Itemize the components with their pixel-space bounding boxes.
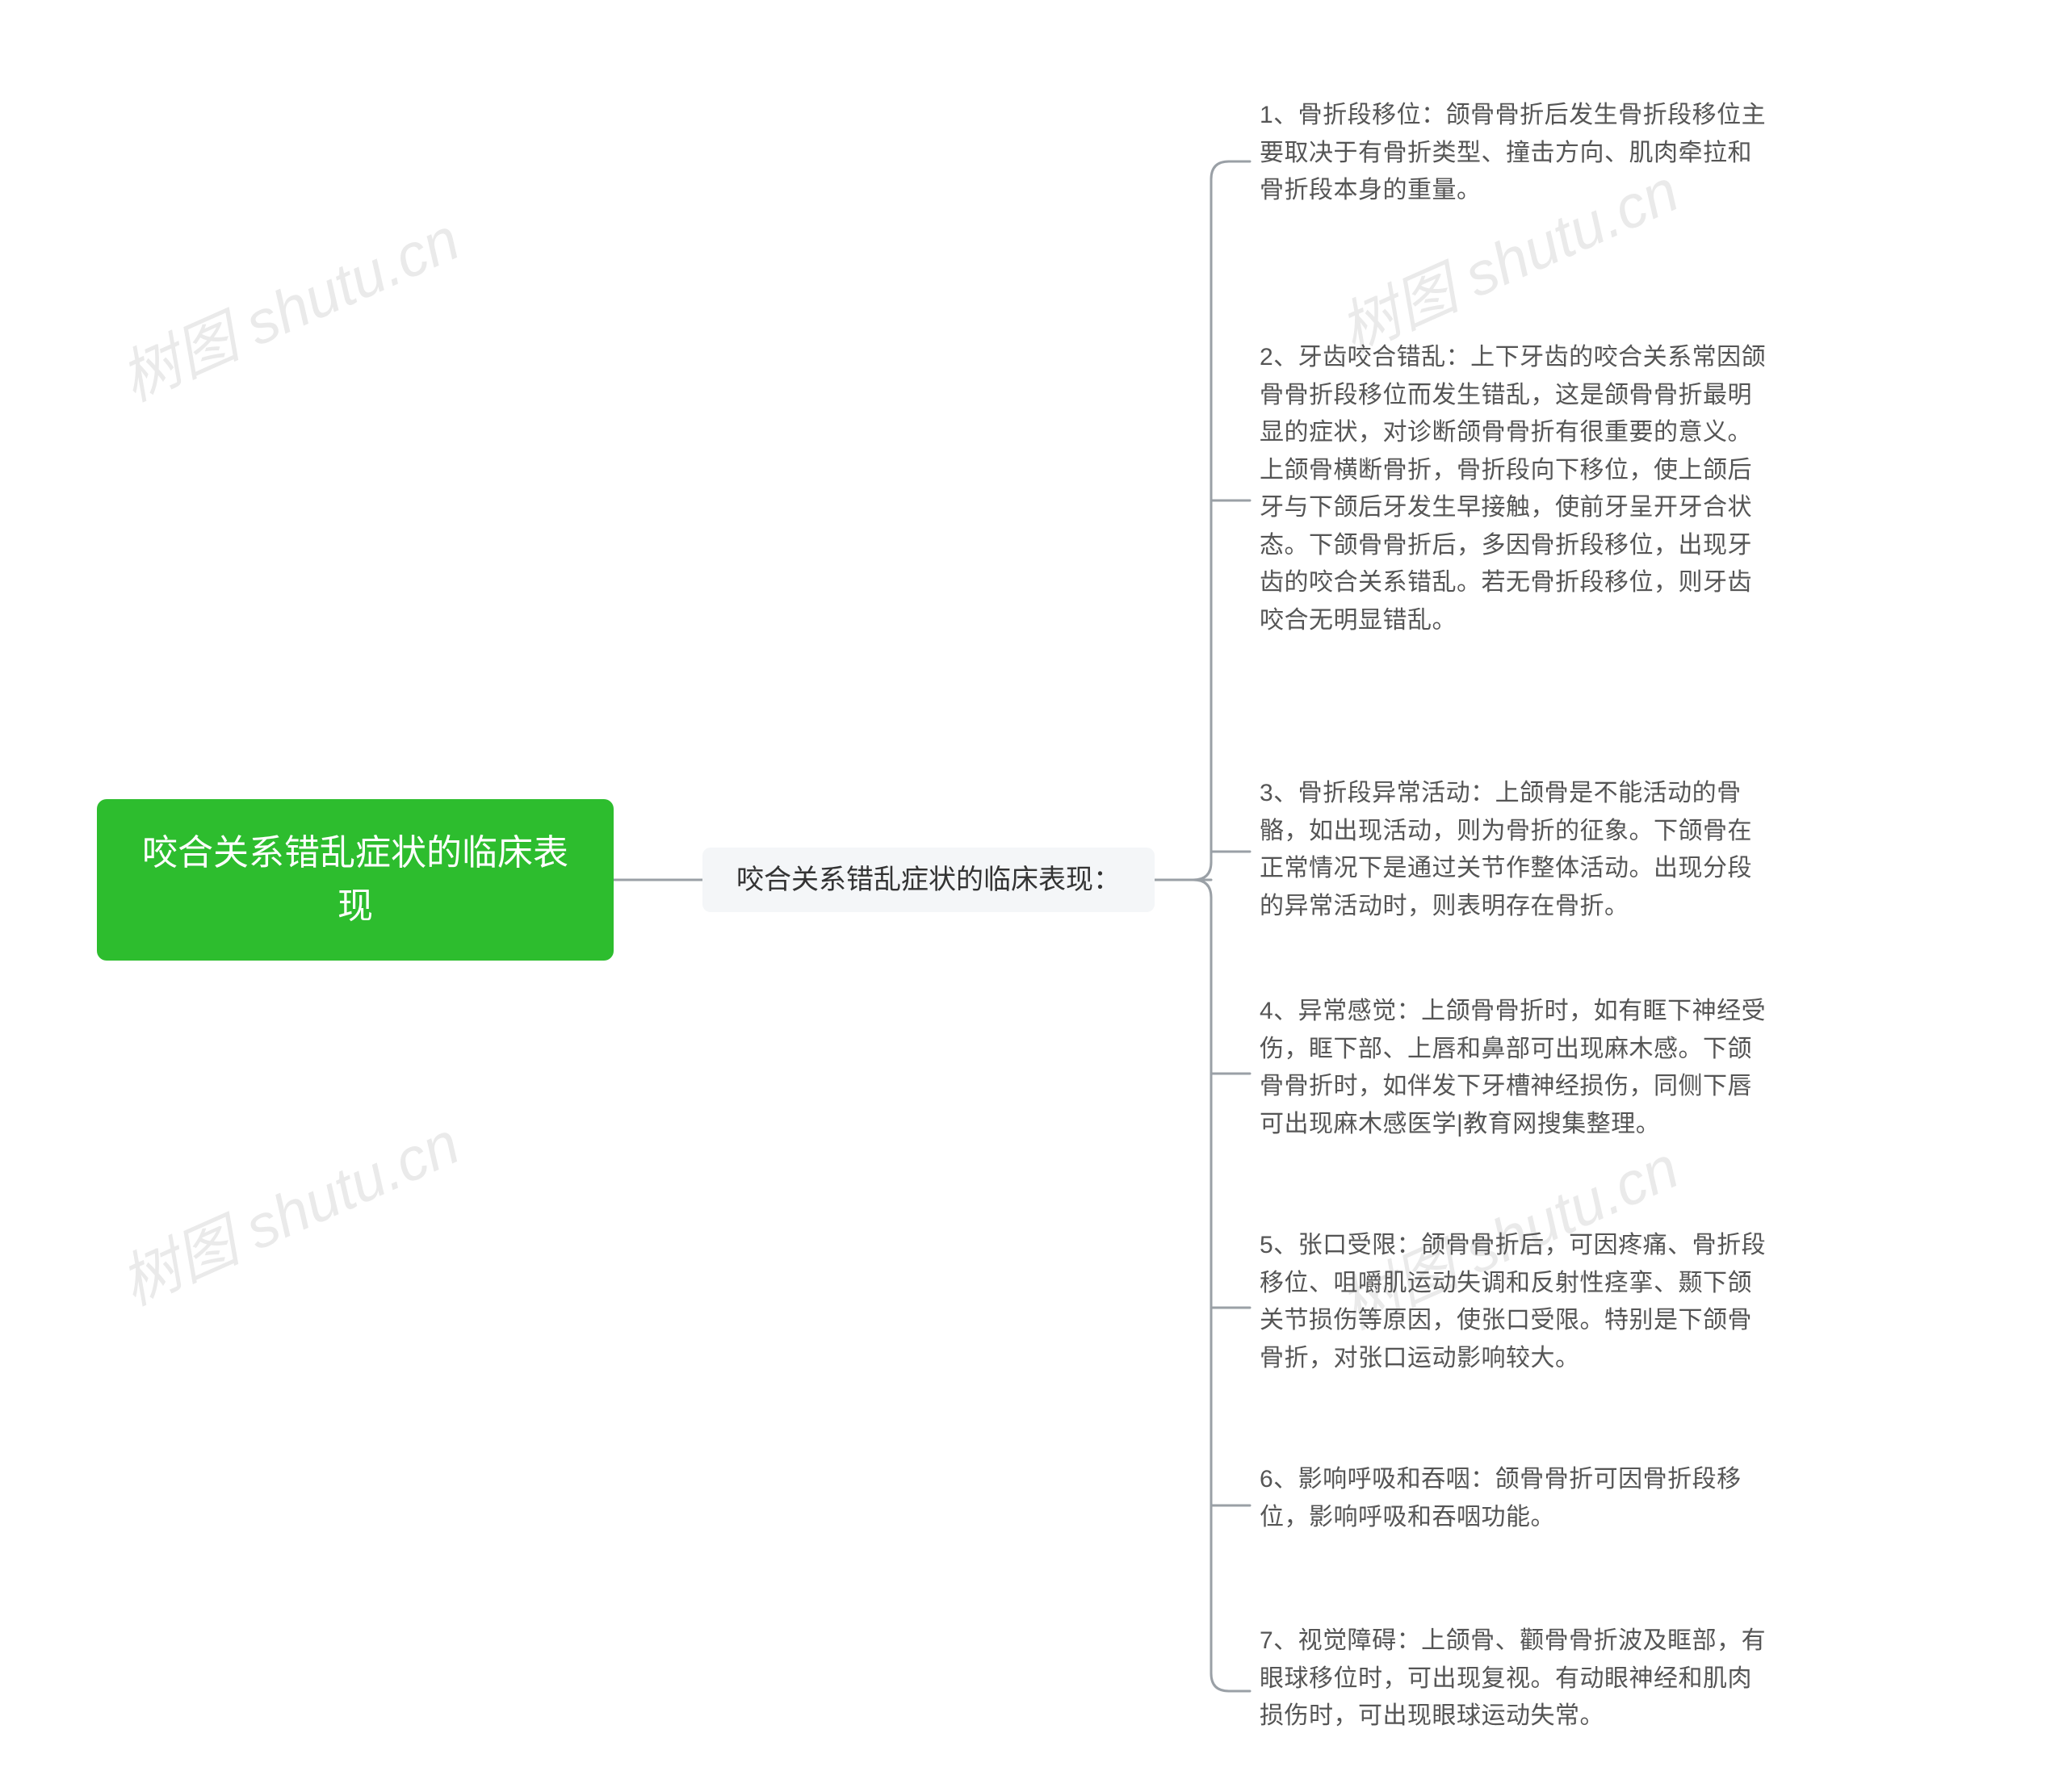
leaf-node-text: 1、骨折段移位：颌骨骨折后发生骨折段移位主要取决于有骨折类型、撞击方向、肌肉牵拉…	[1260, 102, 1766, 203]
leaf-node[interactable]: 3、骨折段异常活动：上颌骨是不能活动的骨骼，如出现活动，则为骨折的征象。下颌骨在…	[1260, 775, 1776, 928]
watermark-text: 树图 shutu.cn	[105, 192, 471, 418]
sub-node[interactable]: 咬合关系错乱症状的临床表现：	[702, 848, 1155, 912]
sub-node-text: 咬合关系错乱症状的临床表现：	[736, 860, 1121, 901]
leaf-node[interactable]: 4、异常感觉：上颌骨骨折时，如有眶下神经受伤，眶下部、上唇和鼻部可出现麻木感。下…	[1260, 993, 1776, 1154]
root-node-text: 咬合关系错乱症状的临床表现	[136, 827, 575, 933]
leaf-node-text: 7、视觉障碍：上颌骨、颧骨骨折波及眶部，有眼球移位时，可出现复视。有动眼神经和肌…	[1260, 1627, 1766, 1729]
leaf-node-text: 3、骨折段异常活动：上颌骨是不能活动的骨骼，如出现活动，则为骨折的征象。下颌骨在…	[1260, 780, 1752, 919]
leaf-node[interactable]: 7、视觉障碍：上颌骨、颧骨骨折波及眶部，有眼球移位时，可出现复视。有动眼神经和肌…	[1260, 1622, 1776, 1760]
mindmap-canvas: 树图 shutu.cn树图 shutu.cn树图 shutu.cn树图 shut…	[0, 0, 2067, 1792]
leaf-node-text: 6、影响呼吸和吞咽：颌骨骨折可因骨折段移位，影响呼吸和吞咽功能。	[1260, 1466, 1742, 1530]
leaf-node[interactable]: 5、张口受限：颌骨骨折后，可因疼痛、骨折段移位、咀嚼肌运动失调和反射性痉挛、颞下…	[1260, 1227, 1776, 1388]
leaf-node[interactable]: 2、牙齿咬合错乱：上下牙齿的咬合关系常因颌骨骨折段移位而发生错乱，这是颌骨骨折最…	[1260, 339, 1776, 662]
leaf-node[interactable]: 6、影响呼吸和吞咽：颌骨骨折可因骨折段移位，影响呼吸和吞咽功能。	[1260, 1461, 1776, 1550]
leaf-node[interactable]: 1、骨折段移位：颌骨骨折后发生骨折段移位主要取决于有骨折类型、撞击方向、肌肉牵拉…	[1260, 97, 1776, 226]
leaf-node-text: 4、异常感觉：上颌骨骨折时，如有眶下神经受伤，眶下部、上唇和鼻部可出现麻木感。下…	[1260, 998, 1766, 1137]
watermark-text: 树图 shutu.cn	[105, 1096, 471, 1322]
root-node[interactable]: 咬合关系错乱症状的临床表现	[97, 799, 614, 961]
leaf-node-text: 5、张口受限：颌骨骨折后，可因疼痛、骨折段移位、咀嚼肌运动失调和反射性痉挛、颞下…	[1260, 1232, 1766, 1371]
leaf-node-text: 2、牙齿咬合错乱：上下牙齿的咬合关系常因颌骨骨折段移位而发生错乱，这是颌骨骨折最…	[1260, 344, 1766, 634]
